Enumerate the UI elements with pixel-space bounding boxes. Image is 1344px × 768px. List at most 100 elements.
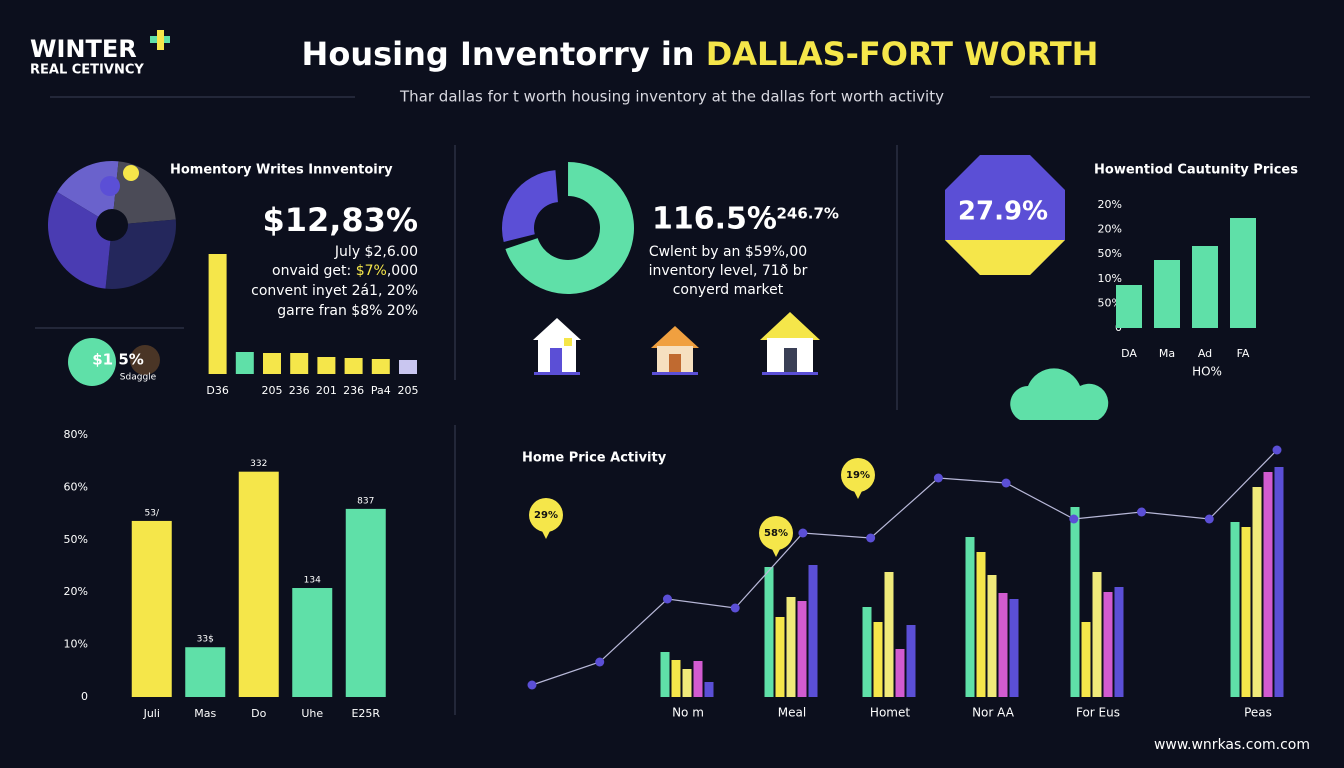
house-icon <box>533 318 581 375</box>
bar <box>290 353 309 374</box>
x-tick-label: Meal <box>778 706 806 720</box>
bar <box>1116 285 1142 328</box>
bar <box>1241 527 1251 697</box>
bar <box>1081 622 1091 697</box>
decor-dot <box>100 176 120 196</box>
y-tick-label: 20% <box>64 585 88 598</box>
y-tick-label: 20% <box>1098 198 1122 211</box>
bar <box>764 567 774 697</box>
pie-slice <box>57 161 119 217</box>
y-tick-label: 10% <box>64 638 88 651</box>
x-tick-label: Pa4 <box>371 384 391 397</box>
bar <box>371 359 390 374</box>
badge-dot <box>130 345 160 375</box>
x-tick-label: FA <box>1237 347 1250 360</box>
y-tick-label: 80% <box>64 428 88 441</box>
bar <box>775 617 785 697</box>
x-axis-label: HO% <box>1192 365 1222 379</box>
logo: WINTER <box>30 35 137 63</box>
x-tick-label: No m <box>672 706 704 720</box>
stat-line: Cwlent by an $59%,00 <box>649 244 807 260</box>
bar <box>344 358 363 374</box>
x-tick-label: For Eus <box>1076 706 1120 720</box>
bar <box>1114 587 1124 697</box>
bar <box>238 471 279 697</box>
bar <box>906 625 916 697</box>
badge <box>68 338 116 386</box>
line-point <box>595 657 605 667</box>
house-icon <box>651 326 699 375</box>
line-point <box>798 528 808 538</box>
x-tick-label: 205 <box>398 384 419 397</box>
bar <box>671 660 681 697</box>
bar <box>1009 599 1019 697</box>
cloud-icon <box>1010 368 1109 420</box>
stat-line: convent inyet 2á1, 20% <box>251 283 418 299</box>
bar <box>998 593 1008 697</box>
line-point <box>866 533 876 543</box>
x-tick-label: 236 <box>343 384 364 397</box>
bar <box>987 575 997 697</box>
x-tick-label: Juli <box>143 707 160 720</box>
line-point <box>730 603 740 613</box>
bar <box>1103 592 1113 697</box>
stat-line: inventory level, 71ð br <box>649 263 808 279</box>
bar <box>235 352 254 374</box>
stat-aside: - 246.7% <box>765 205 839 223</box>
stat-line: July $2,6.00 <box>334 244 418 260</box>
annotation: 58% <box>764 528 788 539</box>
stat-line: conyerd market <box>673 282 784 298</box>
stat-text: ,000 <box>387 263 418 279</box>
bar <box>1070 507 1080 697</box>
bar <box>797 601 807 697</box>
callout <box>529 498 563 532</box>
bar <box>263 353 281 374</box>
y-tick-label: 50% <box>1098 247 1122 260</box>
annotation: 29% <box>534 510 558 521</box>
stat-highlight: $7% <box>356 263 387 279</box>
y-tick-label: 20% <box>1098 223 1122 236</box>
bar <box>185 647 226 697</box>
pie-slice <box>105 219 176 289</box>
annotation: 19% <box>846 470 870 481</box>
y-tick-label: 60% <box>64 480 88 493</box>
x-tick-label: DA <box>1121 347 1137 360</box>
bar <box>399 360 417 374</box>
x-tick-label: 201 <box>316 384 337 397</box>
y-tick-label: 50% <box>1098 296 1122 309</box>
x-tick-label: E25R <box>351 707 380 720</box>
bar <box>1274 467 1284 697</box>
bar <box>808 565 818 697</box>
footer: www.wnrkas.com.com <box>1154 737 1310 753</box>
bar <box>131 520 172 697</box>
callout <box>759 516 793 550</box>
bar <box>965 537 975 697</box>
bar-label: 33$ <box>197 635 214 645</box>
x-tick-label: Ad <box>1198 347 1212 360</box>
y-tick-label: 10% <box>1098 272 1122 285</box>
line-point <box>662 594 672 604</box>
line-point <box>1137 507 1147 517</box>
bar <box>1192 246 1218 328</box>
bar <box>208 254 227 374</box>
bar-label: 134 <box>304 576 321 586</box>
line-point <box>1069 514 1079 524</box>
bar <box>895 649 905 697</box>
logo-subtitle: REAL CETIVNCY <box>30 63 144 78</box>
x-tick-label: Ma <box>1159 347 1175 360</box>
x-tick-label: 205 <box>262 384 283 397</box>
bar <box>1154 260 1180 328</box>
line-point <box>933 473 943 483</box>
line-point <box>1204 514 1214 524</box>
x-tick-label: Peas <box>1244 706 1272 720</box>
x-tick-label: 236 <box>289 384 310 397</box>
line-point <box>1272 445 1282 455</box>
bar <box>1252 487 1262 697</box>
bar <box>786 597 796 697</box>
bar <box>884 572 894 697</box>
x-tick-label: Nor AA <box>972 706 1015 720</box>
bar <box>345 508 386 697</box>
chart-title: Howentiod Cautunity Prices <box>1094 163 1298 178</box>
decor-dot <box>123 165 139 181</box>
